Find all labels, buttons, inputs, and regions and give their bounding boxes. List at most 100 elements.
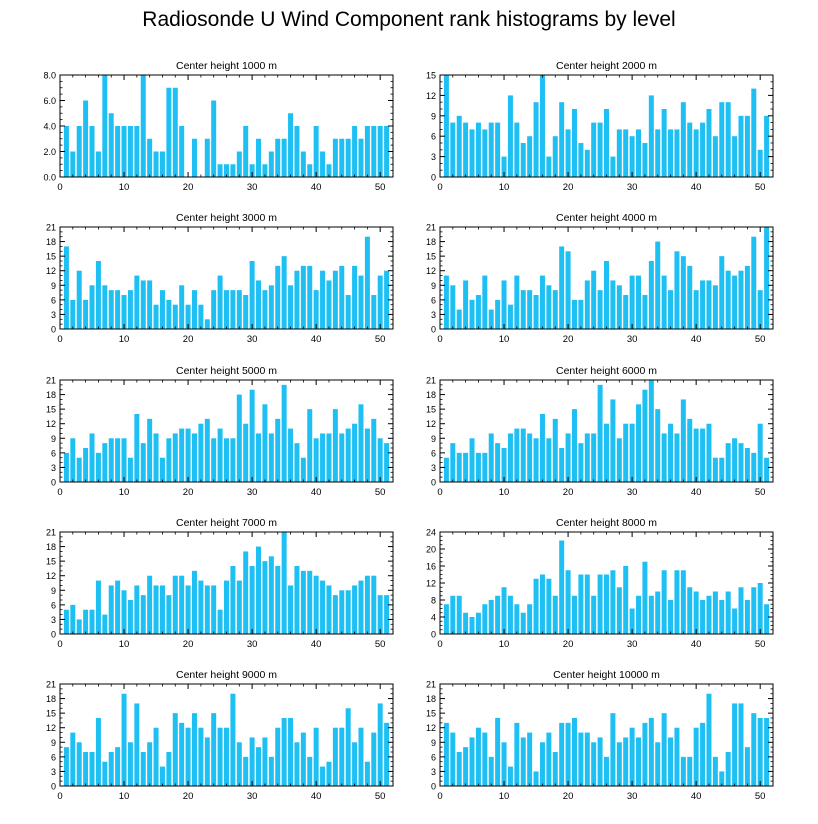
histogram-bar — [507, 95, 513, 177]
y-tick-label: 12 — [426, 266, 436, 276]
x-tick-label: 20 — [183, 487, 194, 498]
histogram-bar — [443, 275, 449, 329]
histogram-bar — [121, 438, 127, 482]
histogram-bar — [108, 290, 114, 329]
y-tick-label: 0 — [51, 630, 56, 640]
histogram-bar — [700, 428, 706, 482]
histogram-bar — [236, 151, 242, 177]
histogram-bar — [520, 737, 526, 786]
histogram-bar — [700, 600, 706, 634]
histogram-bar — [597, 290, 603, 329]
histogram-bar — [352, 126, 358, 177]
histogram-bar — [571, 595, 577, 634]
histogram-bar — [507, 433, 513, 482]
histogram-bar — [655, 409, 661, 482]
histogram-bar — [339, 138, 345, 177]
x-tick-label: 40 — [691, 639, 702, 650]
histogram-bar — [332, 270, 338, 329]
histogram-bar — [565, 251, 571, 329]
histogram-bar — [320, 580, 326, 634]
histogram-bar — [172, 575, 178, 634]
histogram-bar — [384, 270, 390, 329]
histogram-bar — [559, 722, 565, 786]
histogram-bar — [89, 609, 95, 634]
histogram-bar — [249, 737, 255, 786]
histogram-bar — [281, 138, 287, 177]
histogram-bar — [725, 102, 731, 177]
y-tick-label: 0 — [431, 782, 436, 792]
histogram-bar — [288, 285, 294, 329]
histogram-bar — [364, 761, 370, 786]
y-tick-label: 4 — [431, 613, 436, 623]
histogram-bar — [552, 595, 558, 634]
histogram-bar — [501, 742, 507, 786]
histogram-bar — [482, 604, 488, 634]
y-tick-label: 12 — [426, 723, 436, 733]
panel-title: Center height 9000 m — [176, 669, 277, 681]
y-tick-label: 0 — [51, 782, 56, 792]
histogram-bar — [153, 433, 159, 482]
histogram-bar — [636, 737, 642, 786]
histogram-bar — [166, 299, 172, 329]
histogram-bar — [757, 423, 763, 482]
histogram-bar — [352, 742, 358, 786]
histogram-bar — [134, 585, 140, 634]
histogram-bar — [76, 457, 82, 482]
histogram-bar — [121, 126, 127, 177]
histogram-bar — [706, 109, 712, 177]
y-tick-label: 4.0 — [43, 122, 56, 132]
histogram-bar — [76, 126, 82, 177]
y-tick-label: 15 — [426, 71, 436, 81]
histogram-bar — [364, 428, 370, 482]
histogram-bar — [738, 270, 744, 329]
histogram-bar — [384, 126, 390, 177]
y-tick-label: 3 — [431, 463, 436, 473]
histogram-bar — [616, 129, 622, 177]
y-tick-label: 9 — [51, 586, 56, 596]
histogram-bar — [757, 149, 763, 177]
histogram-bar — [661, 713, 667, 786]
histogram-bar — [140, 595, 146, 634]
histogram-bar — [179, 722, 185, 786]
histogram-bar — [102, 614, 108, 634]
histogram-bar — [565, 722, 571, 786]
histogram-bar — [629, 608, 635, 634]
histogram-bar — [89, 126, 95, 177]
histogram-bar — [224, 290, 229, 329]
y-tick-label: 3 — [51, 463, 56, 473]
histogram-bar — [198, 727, 204, 786]
histogram-bar — [732, 608, 738, 634]
histogram-bar — [294, 443, 300, 482]
histogram-bar — [687, 756, 693, 786]
y-tick-label: 6 — [431, 752, 436, 762]
histogram-bar — [256, 138, 262, 177]
histogram-bar — [693, 129, 699, 177]
histogram-bar — [616, 742, 622, 786]
histogram-bar — [243, 126, 249, 177]
histogram-bar — [661, 275, 667, 329]
histogram-bar — [738, 443, 744, 482]
histogram-bar — [674, 129, 680, 177]
histogram-bar — [636, 275, 642, 329]
histogram-bar — [616, 587, 622, 634]
histogram-bar — [268, 556, 274, 634]
x-tick-label: 40 — [311, 639, 322, 650]
histogram-bar — [533, 578, 539, 634]
histogram-bar — [172, 713, 178, 786]
histogram-bar — [514, 722, 520, 786]
x-tick-label: 20 — [183, 639, 194, 650]
histogram-bar — [140, 443, 146, 482]
histogram-bar — [179, 126, 185, 177]
histogram-bar — [604, 109, 609, 177]
histogram-bar — [204, 585, 210, 634]
histogram-bar — [725, 752, 731, 786]
histogram-bar — [680, 756, 686, 786]
histogram-bar — [450, 732, 456, 786]
x-tick-label: 40 — [311, 487, 322, 498]
histogram-bar — [185, 727, 191, 786]
histogram-bar — [307, 570, 313, 634]
x-tick-label: 20 — [563, 182, 574, 193]
x-tick-label: 10 — [119, 639, 130, 650]
x-tick-label: 30 — [627, 639, 638, 650]
figure-title: Radiosonde U Wind Component rank histogr… — [142, 8, 676, 31]
